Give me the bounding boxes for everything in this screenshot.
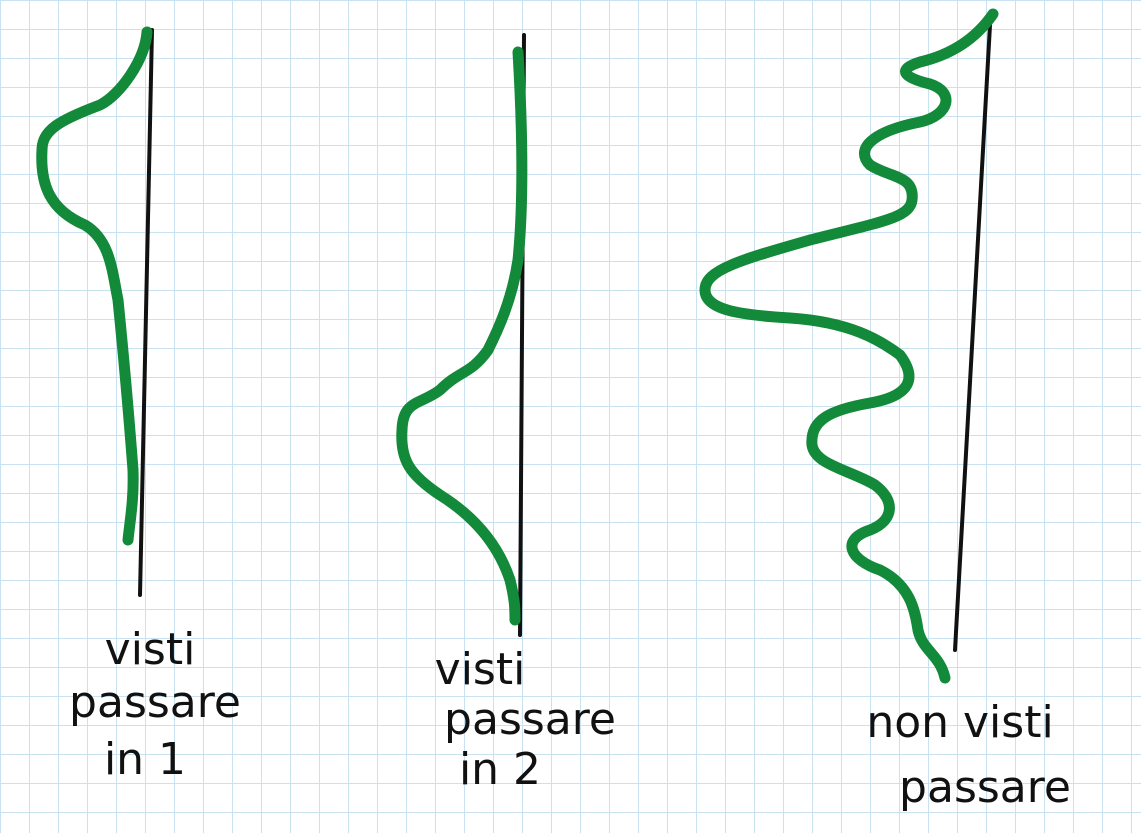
label-line: passare bbox=[69, 677, 241, 728]
label-group: non visti passare bbox=[866, 697, 1071, 813]
label-line: in 1 bbox=[104, 734, 186, 785]
label-line: non visti bbox=[866, 697, 1053, 748]
label-line: passare bbox=[899, 762, 1071, 813]
distribution-curve bbox=[396, 46, 528, 626]
label-line: visti bbox=[105, 624, 196, 675]
label-group: visti passare in 1 bbox=[69, 624, 241, 785]
distribution-curve bbox=[699, 8, 999, 684]
axis-line bbox=[138, 28, 154, 597]
distribution-curve bbox=[36, 26, 153, 546]
label-line: in 2 bbox=[459, 744, 541, 795]
label-group: visti passare in 2 bbox=[435, 644, 616, 795]
axis-line bbox=[953, 23, 992, 652]
label-line: passare bbox=[444, 694, 616, 745]
label-line: visti bbox=[435, 644, 526, 695]
